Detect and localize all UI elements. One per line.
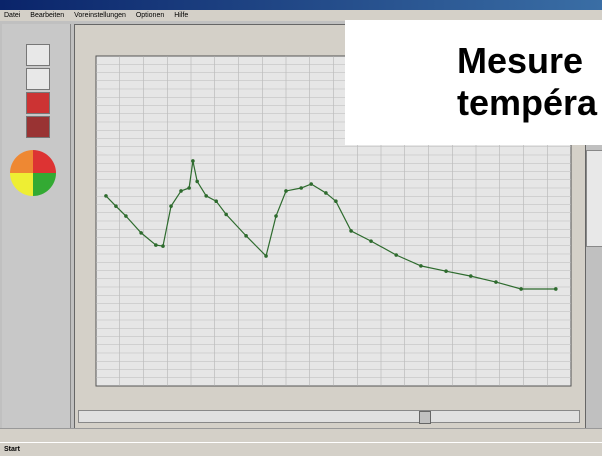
- menu-item[interactable]: Bearbeiten: [30, 12, 64, 19]
- app-window: {"menu": ["Datei", "Bearbeiten", "Vorein…: [0, 0, 602, 455]
- data-point: [195, 180, 199, 184]
- scroll-thumb[interactable]: [419, 411, 431, 424]
- data-point: [139, 231, 143, 235]
- data-point: [349, 229, 353, 233]
- data-point: [161, 244, 165, 248]
- data-point: [494, 280, 498, 284]
- data-point: [419, 264, 423, 268]
- side-panel: [586, 150, 602, 247]
- caption-line: tempéra: [457, 82, 597, 124]
- data-point: [299, 186, 303, 190]
- tool-button[interactable]: [26, 44, 50, 66]
- data-point: [191, 159, 195, 163]
- data-point: [394, 253, 398, 257]
- menu-item[interactable]: Optionen: [136, 12, 164, 19]
- overlay-caption: Mesure tempéra: [345, 20, 602, 145]
- data-point: [274, 214, 278, 218]
- caption-line: Mesure: [457, 40, 583, 82]
- data-point: [214, 199, 218, 203]
- tool-button[interactable]: [26, 116, 50, 138]
- data-point: [519, 287, 523, 291]
- data-point: [104, 194, 108, 198]
- status-bar: [0, 428, 602, 442]
- data-point: [324, 191, 328, 195]
- scrollbar[interactable]: [78, 410, 580, 423]
- data-point: [264, 254, 268, 258]
- data-point: [179, 189, 183, 193]
- data-point: [284, 189, 288, 193]
- data-point: [309, 182, 313, 186]
- data-point: [244, 234, 248, 238]
- title-bar: [0, 0, 602, 10]
- data-point: [204, 194, 208, 198]
- data-point: [224, 213, 228, 217]
- data-point: [444, 269, 448, 273]
- start-button[interactable]: Start: [4, 446, 20, 453]
- data-point: [369, 239, 373, 243]
- data-point: [169, 204, 173, 208]
- taskbar: Start: [0, 442, 602, 456]
- gauge-icon[interactable]: [10, 150, 56, 196]
- data-point: [334, 199, 338, 203]
- menu-item[interactable]: Voreinstellungen: [74, 12, 126, 19]
- data-point: [114, 204, 118, 208]
- menu-item[interactable]: Datei: [4, 12, 20, 19]
- data-point: [154, 243, 158, 247]
- tool-button[interactable]: [26, 68, 50, 90]
- toolbar: [2, 24, 71, 429]
- tool-button[interactable]: [26, 92, 50, 114]
- data-point: [554, 287, 558, 291]
- data-point: [124, 214, 128, 218]
- menu-item[interactable]: Hilfe: [174, 12, 188, 19]
- data-point: [469, 274, 473, 278]
- data-point: [187, 186, 191, 190]
